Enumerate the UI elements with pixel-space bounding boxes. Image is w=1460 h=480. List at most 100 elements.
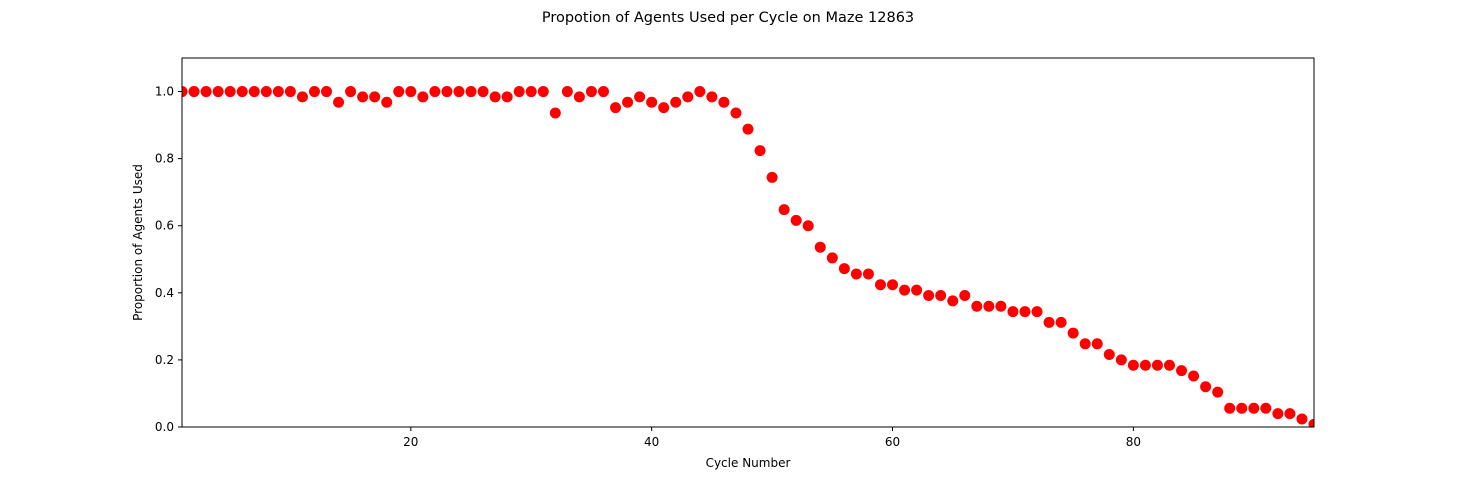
data-point — [1308, 418, 1314, 427]
data-point — [477, 86, 489, 98]
data-point — [1067, 327, 1079, 339]
data-point — [1188, 370, 1200, 382]
data-point — [417, 91, 429, 103]
data-point — [646, 96, 658, 108]
y-tick-label: 1.0 — [155, 85, 174, 99]
data-point — [1043, 316, 1055, 328]
data-point — [947, 295, 959, 307]
data-point — [212, 86, 224, 98]
y-axis-label: Proportion of Agents Used — [131, 164, 145, 321]
data-point — [766, 171, 778, 183]
data-point — [1284, 408, 1296, 420]
y-tick-label: 0.4 — [155, 286, 174, 300]
y-tick-label: 0.8 — [155, 152, 174, 166]
data-point — [658, 102, 670, 114]
data-point — [1224, 402, 1236, 414]
data-point — [995, 300, 1007, 312]
data-point — [1019, 306, 1031, 318]
data-point — [1236, 402, 1248, 414]
data-point — [911, 284, 923, 296]
data-point — [730, 107, 742, 119]
data-point — [308, 86, 320, 98]
data-point — [453, 86, 465, 98]
data-point — [381, 96, 393, 108]
data-point — [525, 86, 537, 98]
data-point — [260, 86, 272, 98]
x-tick-label: 40 — [644, 435, 659, 449]
data-point — [1079, 338, 1091, 350]
data-point — [1115, 354, 1127, 366]
data-point — [561, 86, 573, 98]
data-point — [826, 252, 838, 264]
data-point — [887, 279, 899, 291]
data-point — [862, 268, 874, 280]
data-point — [296, 91, 308, 103]
data-point — [200, 86, 212, 98]
data-point — [357, 91, 369, 103]
data-point — [634, 91, 646, 103]
data-point — [513, 86, 525, 98]
data-point — [610, 102, 622, 114]
data-point — [549, 107, 561, 119]
data-point — [1296, 413, 1308, 425]
data-point — [272, 86, 284, 98]
data-point — [248, 86, 260, 98]
data-point — [224, 86, 236, 98]
data-point — [441, 86, 453, 98]
y-tick-label: 0.2 — [155, 353, 174, 367]
data-point — [1260, 402, 1272, 414]
data-point — [573, 91, 585, 103]
data-point — [923, 290, 935, 301]
x-tick-label: 60 — [885, 435, 900, 449]
data-point — [333, 96, 345, 108]
data-point — [1139, 359, 1151, 371]
data-point — [321, 86, 333, 98]
data-point — [1055, 316, 1067, 328]
data-point — [405, 86, 417, 98]
data-point — [501, 91, 513, 103]
data-point — [899, 284, 911, 296]
data-points — [182, 86, 1314, 427]
data-point — [935, 290, 947, 301]
y-tick-label: 0.0 — [155, 420, 174, 434]
data-point — [971, 300, 983, 312]
data-point — [838, 263, 850, 275]
y-axis-ticks: 0.0 0.2 0.4 0.6 0.8 1.0 — [155, 85, 182, 434]
data-point — [850, 268, 862, 280]
data-point — [489, 91, 501, 103]
data-point — [585, 86, 597, 98]
data-point — [284, 86, 296, 98]
data-point — [874, 279, 886, 291]
data-point — [814, 241, 826, 253]
data-point — [1151, 359, 1163, 371]
data-point — [1272, 408, 1284, 420]
y-tick-label: 0.6 — [155, 219, 174, 233]
x-axis-label: Cycle Number — [706, 456, 791, 470]
data-point — [622, 96, 634, 108]
data-point — [369, 91, 381, 103]
data-point — [345, 86, 357, 98]
data-point — [1007, 306, 1019, 318]
data-point — [1200, 381, 1212, 393]
data-point — [1091, 338, 1103, 350]
data-point — [393, 86, 405, 98]
data-point — [694, 86, 706, 98]
data-point — [959, 290, 971, 301]
data-point — [802, 220, 814, 232]
data-point — [718, 96, 730, 108]
data-point — [236, 86, 248, 98]
x-tick-label: 20 — [403, 435, 418, 449]
data-point — [597, 86, 609, 98]
data-point — [1212, 386, 1224, 398]
data-point — [682, 91, 694, 103]
x-axis-ticks: 20 40 60 80 — [403, 427, 1141, 449]
data-point — [754, 145, 766, 157]
data-point — [1163, 359, 1175, 371]
data-point — [670, 96, 682, 108]
data-point — [188, 86, 200, 98]
x-tick-label: 80 — [1126, 435, 1141, 449]
chart-title: Propotion of Agents Used per Cycle on Ma… — [542, 10, 914, 26]
data-point — [537, 86, 549, 98]
data-point — [983, 300, 995, 312]
